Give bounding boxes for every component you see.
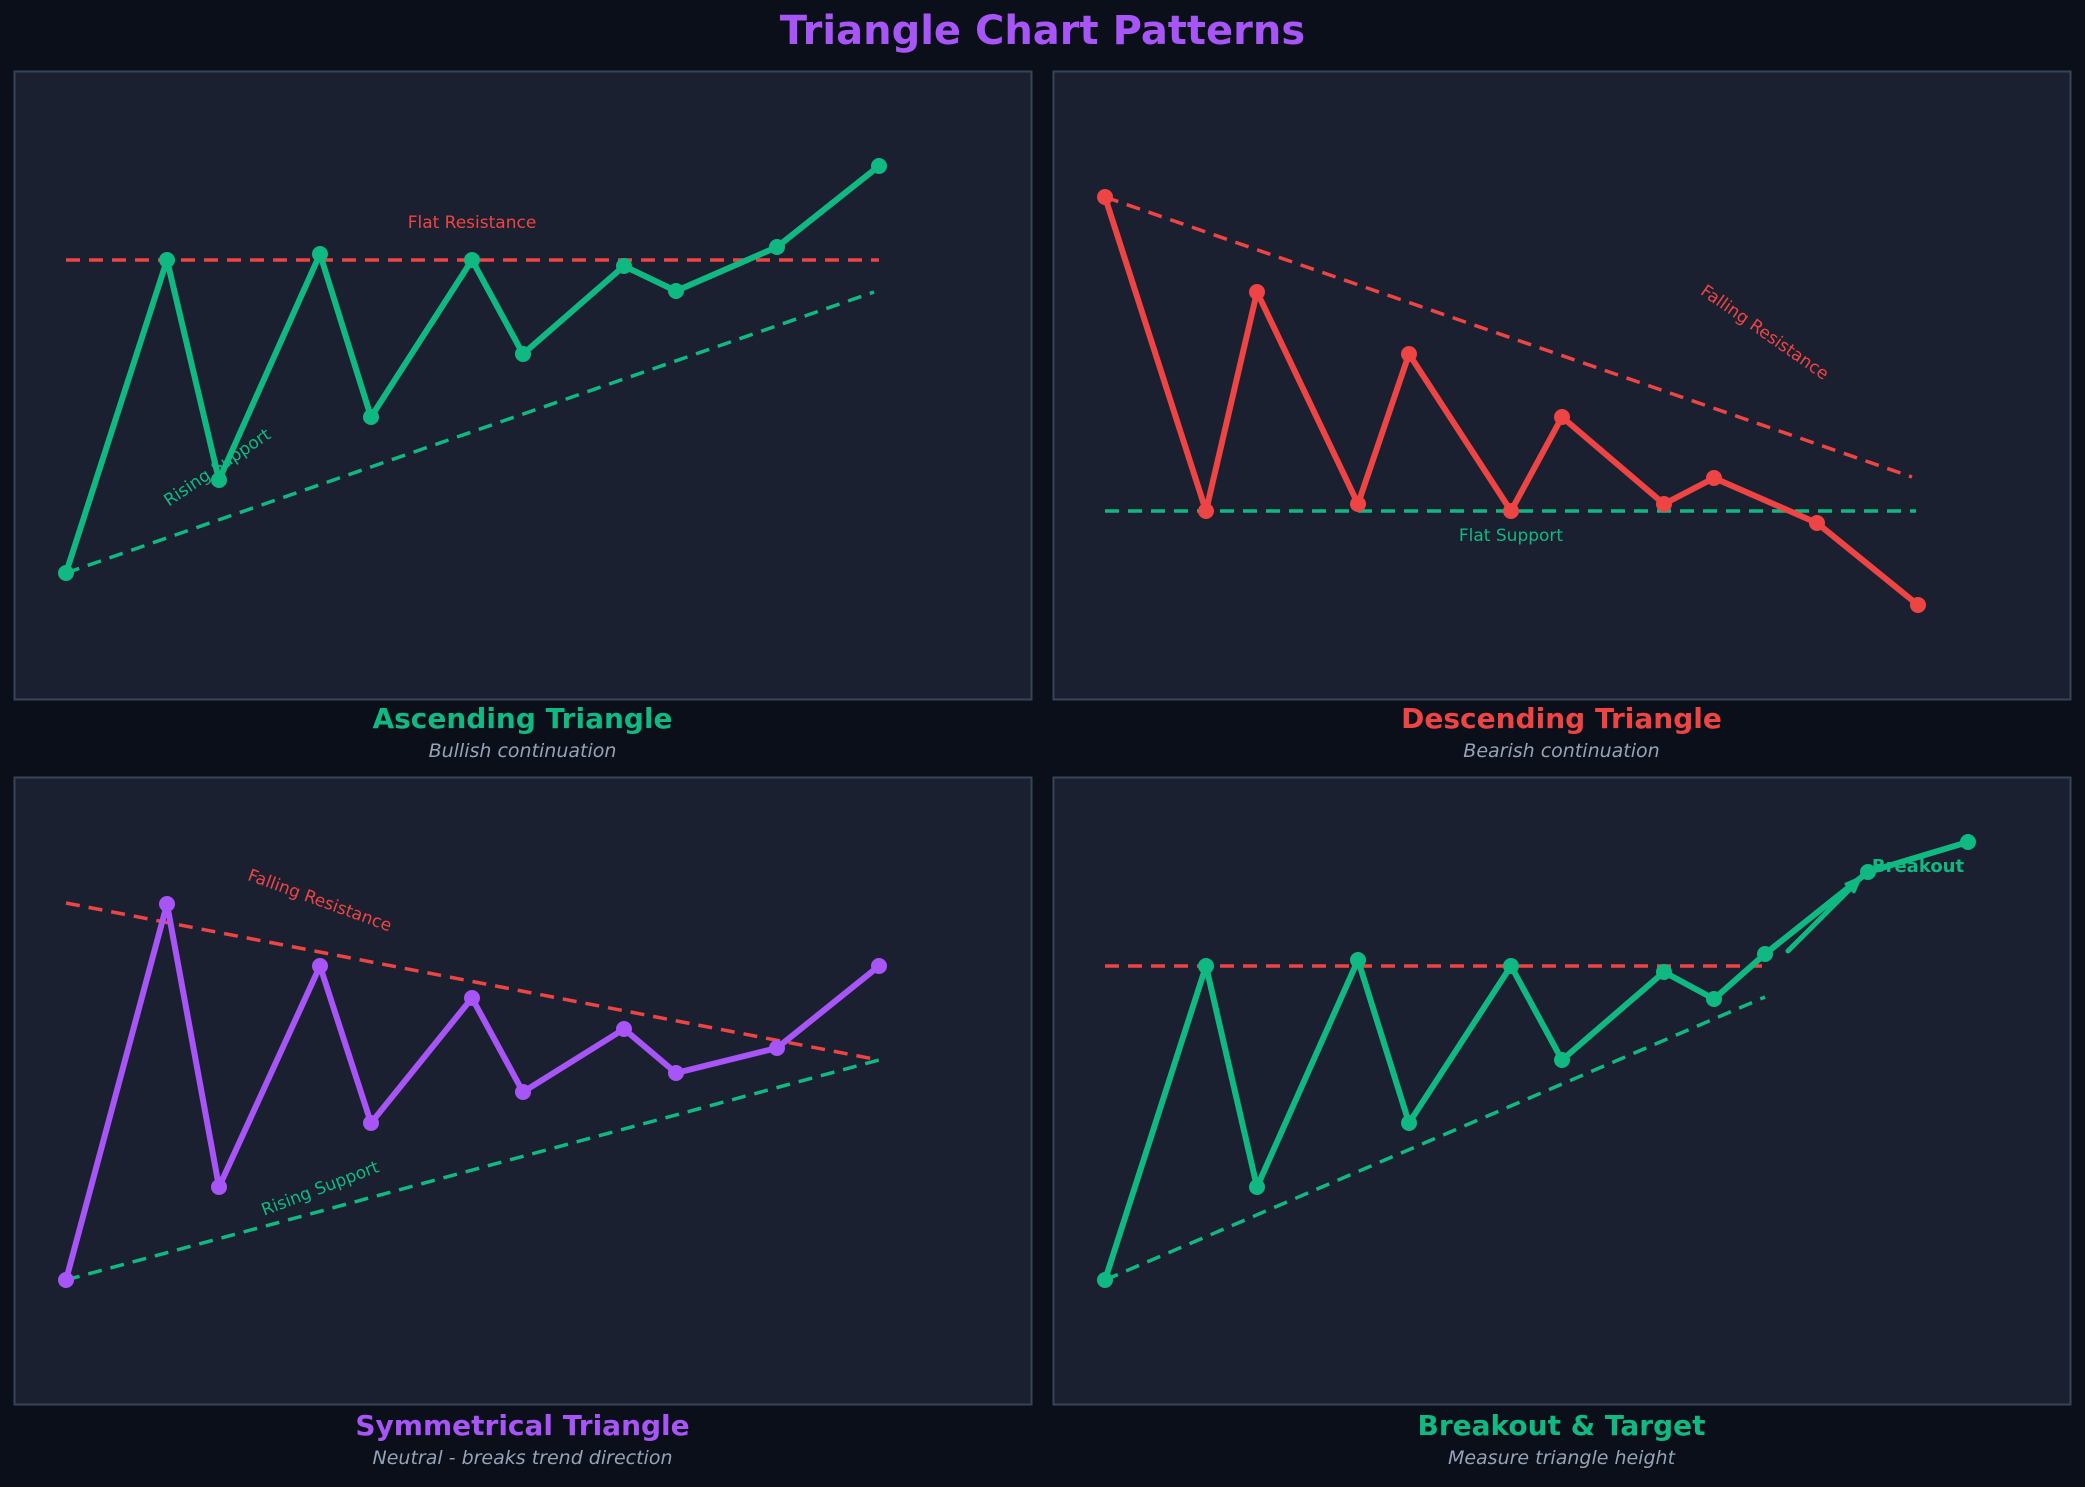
caption-descending: Descending Triangle Bearish continuation <box>1053 702 2070 764</box>
support-line <box>1104 995 1766 1282</box>
panel-title: Breakout & Target <box>1417 1409 1706 1442</box>
panel-subtitle: Bullish continuation <box>428 740 617 762</box>
breakout-arrow-icon <box>1785 876 1862 954</box>
panel-title: Ascending Triangle <box>372 702 673 735</box>
page-title: Triangle Chart Patterns <box>779 8 1306 54</box>
annotation-flat-resistance: Flat Resistance <box>408 213 537 233</box>
panel-subtitle: Neutral - breaks trend direction <box>372 1447 673 1469</box>
falling-resistance-line <box>65 901 880 1062</box>
caption-ascending: Ascending Triangle Bullish continuation <box>14 702 1031 764</box>
price-markers <box>1097 834 1976 1288</box>
panel-ascending-triangle: Flat Resistance Rising Support <box>13 70 1033 701</box>
panel-subtitle: Bearish continuation <box>1463 740 1660 762</box>
caption-symmetrical: Symmetrical Triangle Neutral - breaks tr… <box>14 1409 1031 1471</box>
caption-breakout: Breakout & Target Measure triangle heigh… <box>1053 1409 2070 1471</box>
price-markers <box>58 158 887 581</box>
annotation-breakout: Breakout <box>1872 856 1965 877</box>
rising-support-line <box>65 290 875 575</box>
annotation-flat-support: Flat Support <box>1459 526 1564 546</box>
panel-descending-triangle: Falling Resistance Flat Support <box>1052 70 2072 701</box>
panel-subtitle: Measure triangle height <box>1447 1447 1676 1469</box>
falling-resistance-line <box>1104 195 1913 479</box>
price-markers <box>58 896 887 1288</box>
panel-title: Symmetrical Triangle <box>355 1409 690 1442</box>
rising-support-line <box>65 1058 880 1282</box>
panel-breakout-target: Breakout <box>1052 776 2072 1406</box>
price-line <box>1102 839 1969 1281</box>
price-markers <box>1097 189 1926 613</box>
panel-symmetrical-triangle: Falling Resistance Rising Support <box>13 776 1033 1406</box>
panel-title: Descending Triangle <box>1401 702 1722 735</box>
plot-area <box>1052 776 2072 1406</box>
